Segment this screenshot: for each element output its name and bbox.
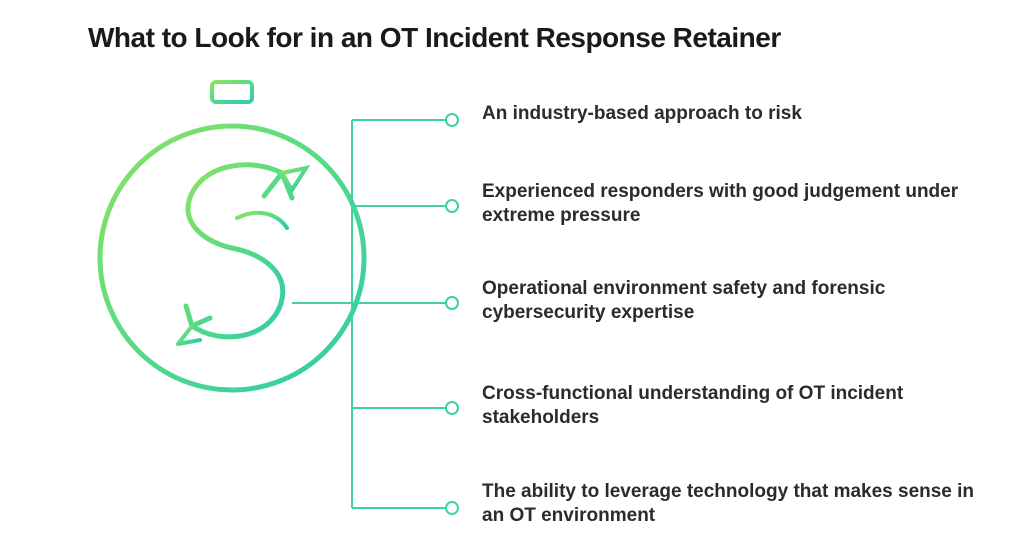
- bullet-item: Cross-functional understanding of OT inc…: [482, 382, 982, 444]
- bullet-item: Experienced responders with good judgeme…: [482, 180, 982, 242]
- bullet-text: The ability to leverage technology that …: [482, 480, 982, 529]
- bullet-text: Cross-functional understanding of OT inc…: [482, 382, 982, 431]
- bullet-text: Experienced responders with good judgeme…: [482, 180, 982, 229]
- bullet-item: An industry-based approach to risk: [482, 102, 982, 157]
- bullet-text: Operational environment safety and foren…: [482, 277, 982, 326]
- bullet-list: An industry-based approach to risk Exper…: [482, 102, 982, 554]
- bullet-item: The ability to leverage technology that …: [482, 480, 982, 542]
- page-title: What to Look for in an OT Incident Respo…: [88, 22, 781, 54]
- bullet-text: An industry-based approach to risk: [482, 102, 802, 126]
- bullet-item: Operational environment safety and foren…: [482, 277, 982, 339]
- connector-bracket: [292, 78, 462, 518]
